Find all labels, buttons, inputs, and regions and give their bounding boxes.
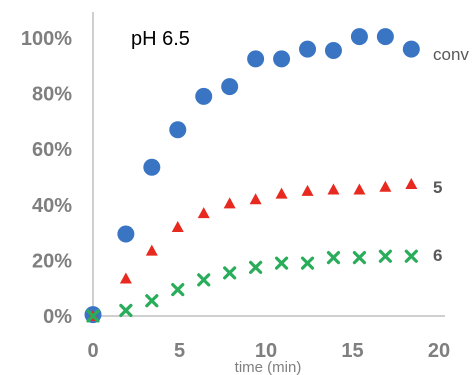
data-point xyxy=(197,207,210,219)
series-conv xyxy=(84,28,420,324)
series-5 xyxy=(87,177,418,321)
data-point xyxy=(221,78,239,96)
x-tick-label: 10 xyxy=(255,340,277,362)
data-point xyxy=(378,249,392,263)
data-point xyxy=(301,184,314,196)
series-label-6: 6 xyxy=(433,246,442,265)
data-point xyxy=(223,266,237,280)
chart-annotation: pH 6.5 xyxy=(131,28,190,50)
data-point xyxy=(86,309,100,323)
data-point xyxy=(327,183,340,195)
data-point xyxy=(171,221,184,233)
series-label-conv: conv xyxy=(433,45,469,64)
x-tick-labels: 0 5 10 15 20 xyxy=(87,340,450,362)
y-tick-label: 80% xyxy=(32,84,72,106)
data-point xyxy=(273,50,291,68)
data-point xyxy=(249,260,263,274)
data-point xyxy=(353,183,366,195)
data-point xyxy=(119,303,133,318)
y-tick-labels: 0% 20% 40% 60% 80% 100% xyxy=(21,28,72,328)
series-6 xyxy=(86,249,418,323)
data-point xyxy=(324,42,342,60)
y-tick-label: 60% xyxy=(32,139,72,161)
series-label-5: 5 xyxy=(433,178,442,197)
x-tick-label: 0 xyxy=(87,340,98,362)
data-point xyxy=(119,272,132,284)
data-point xyxy=(197,273,211,287)
data-point xyxy=(300,256,315,270)
data-point xyxy=(223,197,236,209)
data-point xyxy=(326,251,341,265)
x-tick-label: 20 xyxy=(428,340,450,362)
y-tick-label: 100% xyxy=(21,28,72,50)
series-layer xyxy=(84,28,420,324)
data-point xyxy=(247,50,265,68)
data-point xyxy=(195,87,213,105)
data-point xyxy=(145,294,159,308)
data-point xyxy=(350,28,368,46)
y-tick-label: 40% xyxy=(32,195,72,217)
data-point xyxy=(405,177,418,189)
data-point xyxy=(274,256,289,270)
x-tick-label: 5 xyxy=(174,340,185,362)
data-point xyxy=(299,40,317,58)
data-point xyxy=(143,158,161,176)
x-tick-label: 15 xyxy=(341,340,363,362)
data-point xyxy=(404,249,418,263)
data-point xyxy=(117,225,135,243)
data-point xyxy=(169,121,187,139)
data-point xyxy=(379,180,392,192)
series-labels: conv 5 6 xyxy=(433,45,469,265)
y-tick-label: 0% xyxy=(43,306,72,328)
data-point xyxy=(249,193,262,205)
data-point xyxy=(402,40,420,58)
data-point xyxy=(171,282,185,297)
data-point xyxy=(352,251,367,265)
data-point xyxy=(145,244,158,256)
data-point xyxy=(376,28,394,46)
x-axis-title: time (min) xyxy=(235,359,302,375)
data-point xyxy=(275,187,288,199)
y-tick-label: 20% xyxy=(32,250,72,272)
